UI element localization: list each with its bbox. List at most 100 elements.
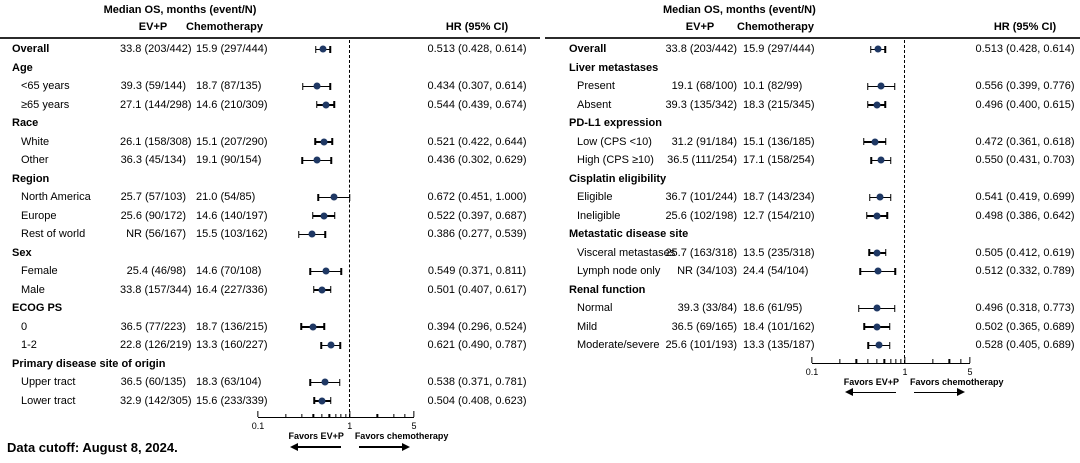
hr-value: 0.512 (0.332, 0.789) bbox=[975, 265, 1075, 278]
row-label: Normal bbox=[577, 302, 613, 315]
ci-cap bbox=[884, 138, 887, 146]
ci-cap bbox=[889, 323, 891, 331]
subgroup-row: Low (CPS <10) 31.2 (91/184) 15.1 (136/185)… bbox=[545, 133, 1080, 152]
ci-plot-cell bbox=[258, 336, 414, 355]
evp-value: 26.1 (158/308) bbox=[120, 135, 192, 148]
ci-cap bbox=[323, 323, 325, 331]
chemo-column-header: Chemotherapy bbox=[186, 21, 264, 33]
ci-cap bbox=[331, 138, 334, 146]
axis-tick bbox=[895, 359, 897, 363]
axis-tick bbox=[376, 413, 379, 417]
forest-panel-right: Median OS, months (event/N) EV+P Chemoth… bbox=[545, 0, 1080, 463]
ci-plot-cell bbox=[812, 318, 970, 337]
ci-cap bbox=[314, 138, 317, 146]
hr-value: 0.544 (0.439, 0.674) bbox=[427, 98, 527, 111]
row-label: Eligible bbox=[577, 191, 613, 204]
axis-tick bbox=[392, 413, 395, 417]
ci-cap bbox=[313, 397, 315, 405]
hr-point-marker bbox=[873, 212, 881, 220]
axis-tick bbox=[344, 413, 347, 417]
subgroup-row: Lower tract 32.9 (142/305) 15.6 (233/339) 0… bbox=[0, 392, 540, 411]
hr-value: 0.528 (0.405, 0.689) bbox=[975, 339, 1075, 352]
axis-tick bbox=[969, 356, 971, 363]
hr-value: 0.672 (0.451, 1.000) bbox=[427, 191, 527, 204]
chemo-value: 16.4 (227/336) bbox=[196, 283, 268, 296]
axis-tick bbox=[413, 411, 415, 417]
ci-cap bbox=[297, 230, 300, 238]
row-label: <65 years bbox=[21, 80, 70, 93]
median-os-header: Median OS, months (event/N) bbox=[103, 4, 257, 16]
chemo-value: 14.6 (140/197) bbox=[196, 209, 268, 222]
favors-left-label: Favors EV+P bbox=[288, 431, 344, 441]
ci-cap bbox=[301, 82, 304, 90]
favors-left-arrow bbox=[845, 388, 896, 396]
hr-point-marker bbox=[876, 193, 884, 201]
hr-point-marker bbox=[320, 212, 328, 220]
evp-value: 33.8 (157/344) bbox=[120, 283, 192, 296]
row-label: Overall bbox=[569, 43, 607, 56]
ci-plot-cell bbox=[812, 336, 970, 355]
subgroup-row: Overall 33.8 (203/442) 15.9 (297/444) 0.513… bbox=[545, 40, 1080, 59]
row-label: PD-L1 expression bbox=[569, 117, 662, 130]
group-row: Race bbox=[0, 114, 540, 133]
ci-cap bbox=[870, 156, 872, 164]
hr-point-marker bbox=[321, 378, 329, 386]
evp-value: 19.1 (68/100) bbox=[671, 80, 737, 93]
ci-plot-cell bbox=[258, 373, 414, 392]
evp-value: 39.3 (135/342) bbox=[665, 98, 737, 111]
hr-value: 0.394 (0.296, 0.524) bbox=[427, 320, 527, 333]
row-label: Upper tract bbox=[21, 376, 76, 389]
hr-point-marker bbox=[322, 101, 330, 109]
axis-tick bbox=[960, 359, 962, 363]
hr-value: 0.522 (0.397, 0.687) bbox=[427, 209, 527, 222]
chemo-value: 15.9 (297/444) bbox=[743, 43, 815, 56]
ci-cap bbox=[869, 45, 872, 53]
hr-value: 0.386 (0.277, 0.539) bbox=[427, 228, 527, 241]
ci-plot-cell bbox=[812, 133, 970, 152]
row-label: High (CPS ≥10) bbox=[577, 154, 654, 167]
chemo-value: 13.5 (235/318) bbox=[743, 246, 815, 259]
group-row: Region bbox=[0, 170, 540, 189]
favors-right-arrow bbox=[358, 443, 410, 450]
evp-value: 39.3 (59/144) bbox=[120, 80, 186, 93]
ci-cap bbox=[339, 341, 342, 349]
chemo-value: 15.1 (207/290) bbox=[196, 135, 268, 148]
row-label: Other bbox=[21, 154, 49, 167]
ci-cap bbox=[865, 212, 868, 220]
hr-point-marker bbox=[318, 397, 326, 405]
ci-cap bbox=[884, 101, 887, 109]
forest-panel-left: Median OS, months (event/N) EV+P Chemoth… bbox=[0, 4, 540, 450]
evp-value: 27.1 (144/298) bbox=[120, 98, 192, 111]
subgroup-row: ≥65 years 27.1 (144/298) 14.6 (210/309) 0.5… bbox=[0, 96, 540, 115]
hr-column-header: HR (95% CI) bbox=[445, 21, 509, 33]
group-row: Age bbox=[0, 59, 540, 78]
chemo-value: 15.9 (297/444) bbox=[196, 43, 268, 56]
hr-point-marker bbox=[873, 249, 881, 257]
ci-cap bbox=[863, 138, 865, 146]
subgroup-row: Absent 39.3 (135/342) 18.3 (215/345) 0.496 … bbox=[545, 96, 1080, 115]
evp-value: 25.6 (90/172) bbox=[120, 209, 186, 222]
subgroup-row: Upper tract 36.5 (60/135) 18.3 (63/104) 0.5… bbox=[0, 373, 540, 392]
ci-plot-cell bbox=[258, 281, 414, 300]
subgroup-row: Lymph node only NR (34/103) 24.4 (54/104) 0… bbox=[545, 262, 1080, 281]
hr-value: 0.521 (0.422, 0.644) bbox=[427, 135, 527, 148]
ci-plot-cell bbox=[812, 188, 970, 207]
evp-value: 36.5 (77/223) bbox=[120, 320, 186, 333]
ci-cap bbox=[867, 82, 869, 90]
subgroup-row: 0 36.5 (77/223) 18.7 (136/215) 0.394 (0.296… bbox=[0, 318, 540, 337]
row-label: Lower tract bbox=[21, 394, 76, 407]
ci-cap bbox=[329, 286, 332, 294]
subgroup-row: Overall 33.8 (203/442) 15.9 (297/444) 0.513… bbox=[0, 40, 540, 59]
hr-value: 0.434 (0.307, 0.614) bbox=[427, 80, 527, 93]
hr-value: 0.513 (0.428, 0.614) bbox=[427, 43, 527, 56]
row-label: Low (CPS <10) bbox=[577, 135, 652, 148]
axis-tick bbox=[889, 359, 892, 363]
ci-cap bbox=[349, 193, 351, 201]
axis-tick bbox=[328, 413, 331, 417]
ci-cap bbox=[330, 397, 332, 405]
row-label: Primary disease site of origin bbox=[12, 357, 166, 370]
favors-right-arrow bbox=[913, 388, 965, 396]
ci-cap bbox=[886, 212, 888, 220]
ci-cap bbox=[329, 82, 332, 90]
